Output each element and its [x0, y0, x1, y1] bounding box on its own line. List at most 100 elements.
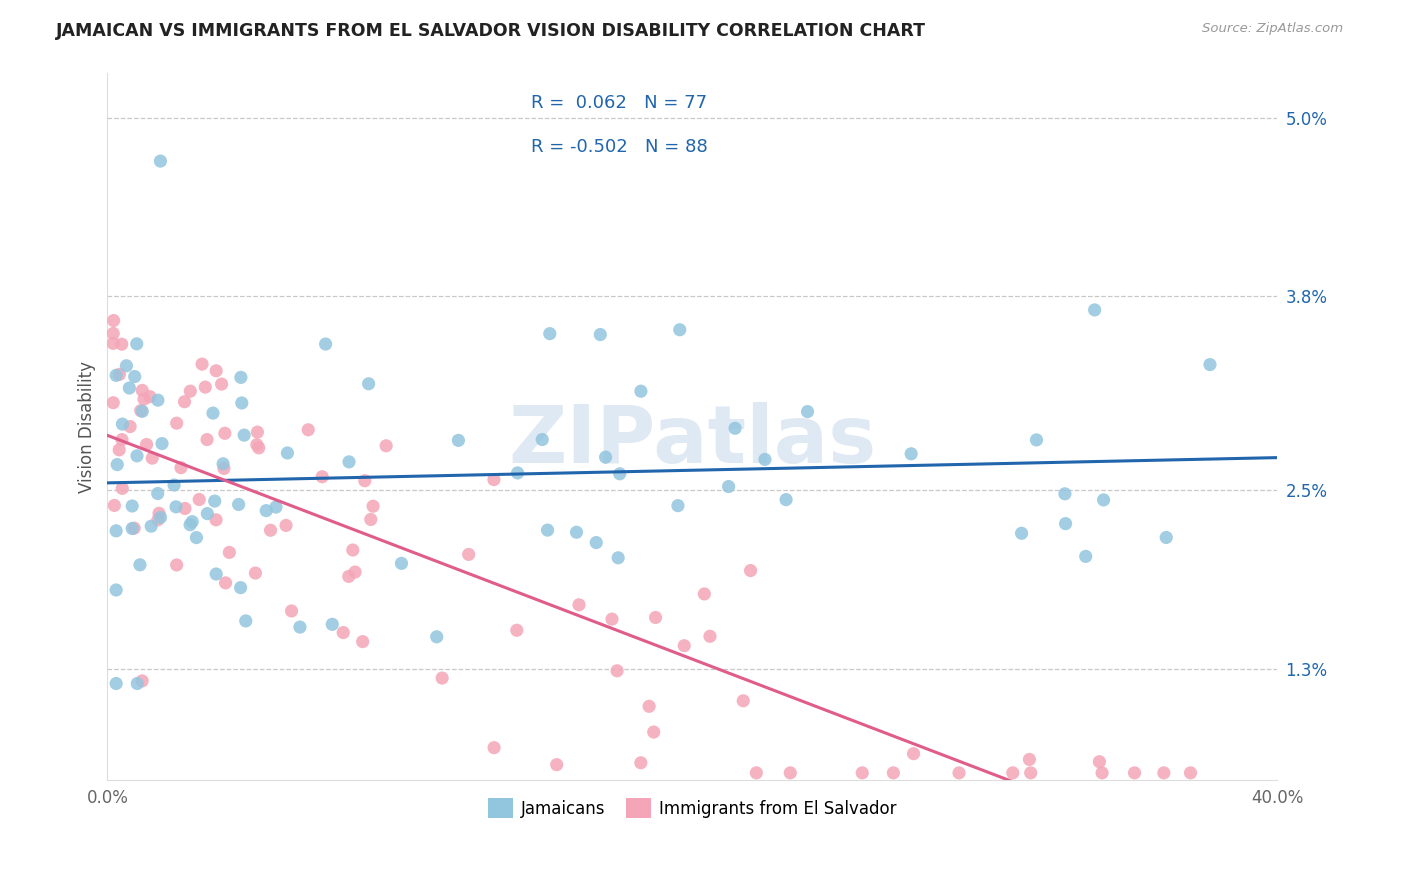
Point	[105, 524, 128, 538]
Point	[1088, 755, 1111, 769]
Point	[108, 368, 131, 382]
Point	[205, 513, 228, 527]
Point	[211, 377, 233, 392]
Point	[1019, 765, 1042, 780]
Point	[426, 630, 449, 644]
Text: R =  0.062   N = 77: R = 0.062 N = 77	[531, 94, 707, 112]
Point	[179, 384, 201, 399]
Point	[214, 426, 236, 441]
Point	[538, 326, 561, 341]
Point	[1054, 516, 1077, 531]
Point	[264, 500, 287, 514]
Point	[342, 543, 364, 558]
Point	[745, 765, 768, 780]
Point	[150, 436, 173, 450]
Point	[600, 612, 623, 626]
Point	[105, 368, 128, 383]
Point	[311, 469, 333, 483]
Point	[188, 492, 211, 507]
Point	[699, 629, 721, 643]
Point	[121, 522, 143, 536]
Point	[630, 384, 652, 399]
Point	[246, 438, 269, 452]
Point	[254, 503, 277, 517]
Point	[733, 694, 755, 708]
Point	[1123, 765, 1146, 780]
Point	[124, 369, 146, 384]
Point	[149, 510, 172, 524]
Point	[1153, 765, 1175, 780]
Point	[1074, 549, 1097, 564]
Point	[666, 499, 689, 513]
Point	[195, 433, 218, 447]
Point	[205, 567, 228, 582]
Text: Source: ZipAtlas.com: Source: ZipAtlas.com	[1202, 22, 1343, 36]
Point	[1154, 531, 1177, 545]
Point	[259, 523, 281, 537]
Point	[1199, 358, 1222, 372]
Point	[754, 452, 776, 467]
Point	[191, 357, 214, 371]
Point	[361, 500, 384, 514]
Point	[1091, 765, 1114, 780]
Point	[218, 545, 240, 559]
Point	[589, 327, 612, 342]
Point	[796, 404, 818, 418]
Point	[111, 433, 134, 447]
Point	[668, 323, 690, 337]
Point	[108, 442, 131, 457]
Point	[630, 756, 652, 770]
Point	[205, 364, 228, 378]
Point	[204, 494, 226, 508]
Point	[903, 747, 925, 761]
Point	[536, 523, 558, 537]
Point	[724, 421, 747, 435]
Point	[297, 423, 319, 437]
Point	[643, 725, 665, 739]
Point	[181, 515, 204, 529]
Point	[1001, 765, 1024, 780]
Point	[122, 521, 145, 535]
Point	[131, 404, 153, 418]
Point	[235, 614, 257, 628]
Point	[337, 569, 360, 583]
Point	[214, 575, 236, 590]
Point	[280, 604, 302, 618]
Point	[595, 450, 617, 465]
Point	[103, 395, 125, 409]
Point	[357, 376, 380, 391]
Point	[606, 664, 628, 678]
Point	[173, 394, 195, 409]
Point	[229, 370, 252, 384]
Point	[948, 765, 970, 780]
Point	[103, 336, 125, 351]
Point	[228, 498, 250, 512]
Point	[115, 359, 138, 373]
Point	[315, 337, 337, 351]
Point	[229, 581, 252, 595]
Point	[125, 336, 148, 351]
Point	[585, 535, 607, 549]
Point	[332, 625, 354, 640]
Point	[482, 473, 505, 487]
Point	[166, 558, 188, 572]
Legend: Jamaicans, Immigrants from El Salvador: Jamaicans, Immigrants from El Salvador	[481, 791, 903, 825]
Point	[352, 634, 374, 648]
Point	[609, 467, 631, 481]
Point	[1018, 752, 1040, 766]
Point	[111, 482, 134, 496]
Point	[673, 639, 696, 653]
Point	[360, 512, 382, 526]
Point	[546, 757, 568, 772]
Point	[141, 519, 163, 533]
Point	[779, 765, 801, 780]
Point	[851, 765, 873, 780]
Point	[531, 433, 554, 447]
Point	[246, 425, 269, 439]
Point	[194, 380, 217, 394]
Point	[111, 417, 134, 431]
Point	[118, 381, 141, 395]
Point	[638, 699, 661, 714]
Point	[353, 474, 375, 488]
Point	[125, 449, 148, 463]
